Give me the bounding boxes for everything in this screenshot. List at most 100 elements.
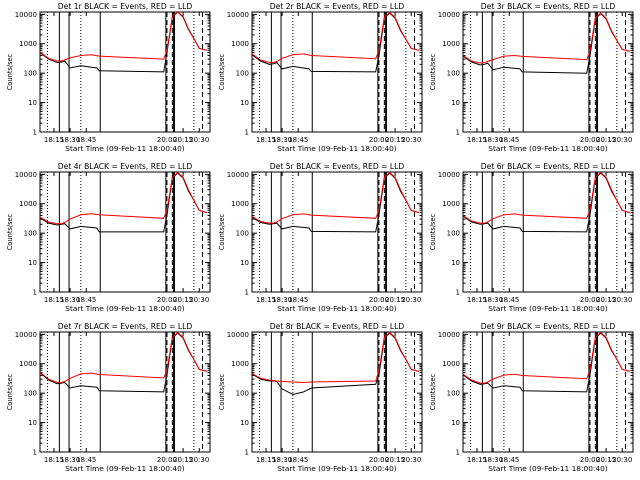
x-tick-label: 18:30 xyxy=(60,296,80,304)
events-series-line xyxy=(251,332,419,396)
plot-frame xyxy=(462,11,634,133)
x-tick-label: 20:00 xyxy=(580,136,600,144)
detector-panel: Det 6r BLACK = Events, RED = LLD 18:15 18:… xyxy=(429,162,634,313)
x-tick-label: 20:15 xyxy=(596,296,616,304)
x-tick-label: 18:30 xyxy=(483,456,503,464)
plot-title: Det 2r BLACK = Events, RED = LLD xyxy=(270,2,405,11)
y-tick-label: 10 xyxy=(240,419,249,427)
x-tick-label: 20:30 xyxy=(189,456,209,464)
x-tick-label: 18:30 xyxy=(272,456,292,464)
y-tick-label: 1 xyxy=(456,289,460,297)
events-series-line xyxy=(251,172,419,233)
x-axis-label: Start Time (09-Feb-11 18:00:40) xyxy=(488,464,607,473)
y-tick-label: 1000 xyxy=(442,200,460,208)
y-tick-label: 1000 xyxy=(19,200,37,208)
y-tick-label: 10 xyxy=(240,259,249,267)
x-axis-label: Start Time (09-Feb-11 18:00:40) xyxy=(488,144,607,153)
plot-frame xyxy=(251,11,423,133)
detector-panel: Det 4r BLACK = Events, RED = LLD18:1518:… xyxy=(6,162,211,313)
x-tick-label: 20:30 xyxy=(401,136,421,144)
events-series-line xyxy=(39,172,207,233)
plot-title: Det 7r BLACK = Events, RED = LLD xyxy=(58,322,193,331)
x-tick-label: 18:45 xyxy=(288,296,308,304)
x-tick-label: 18:30 xyxy=(60,136,80,144)
x-tick-label: 18:30 xyxy=(60,456,80,464)
x-axis-label: Start Time (09-Feb-11 18:00:40) xyxy=(277,464,396,473)
lld-series-line xyxy=(251,171,419,224)
y-tick-label: 10 xyxy=(28,259,37,267)
x-tick-label: 18:45 xyxy=(76,296,96,304)
y-tick-label: 100 xyxy=(24,390,37,398)
plot-title: Det 3r BLACK = Events, RED = LLD xyxy=(481,2,616,11)
x-tick-label: 20:30 xyxy=(189,136,209,144)
x-tick-label: 18:15 xyxy=(467,296,487,304)
x-tick-label: 20:00 xyxy=(157,456,177,464)
y-axis-label: Counts/sec xyxy=(6,373,14,410)
y-tick-label: 1 xyxy=(245,289,249,297)
x-tick-label: 18:45 xyxy=(499,456,519,464)
y-tick-label: 1000 xyxy=(231,40,249,48)
lld-series-line xyxy=(39,331,207,383)
x-axis-label: Start Time (09-Feb-11 18:00:40) xyxy=(65,464,184,473)
detector-panel: Det 5r BLACK = Events, RED = LLD18:1518:… xyxy=(218,162,423,313)
plot-frame xyxy=(251,171,423,293)
x-tick-label: 20:30 xyxy=(612,136,632,144)
y-tick-label: 100 xyxy=(24,70,37,78)
y-tick-label: 10000 xyxy=(438,331,460,339)
plot-title: Det 4r BLACK = Events, RED = LLD xyxy=(58,162,193,171)
plot-frame xyxy=(462,171,634,293)
y-tick-label: 1000 xyxy=(19,360,37,368)
plot-title: Det 6r BLACK = Events, RED = LLD xyxy=(481,162,616,171)
y-tick-label: 10 xyxy=(28,99,37,107)
x-tick-label: 18:45 xyxy=(499,296,519,304)
x-tick-label: 20:15 xyxy=(596,456,616,464)
plot-frame xyxy=(251,331,423,453)
x-tick-label: 18:30 xyxy=(483,136,503,144)
x-tick-label: 18:15 xyxy=(44,296,64,304)
y-tick-label: 10000 xyxy=(15,171,37,179)
x-tick-label: 20:30 xyxy=(612,296,632,304)
y-tick-label: 10 xyxy=(451,419,460,427)
x-tick-label: 20:00 xyxy=(369,296,389,304)
lld-series-line xyxy=(39,11,207,62)
y-tick-label: 1000 xyxy=(442,360,460,368)
x-tick-label: 18:15 xyxy=(467,456,487,464)
y-tick-label: 100 xyxy=(236,230,249,238)
x-axis-label: Start Time (09-Feb-11 18:00:40) xyxy=(277,144,396,153)
x-tick-label: 20:30 xyxy=(401,456,421,464)
lld-series-line xyxy=(251,331,419,384)
y-tick-label: 1000 xyxy=(231,360,249,368)
x-tick-label: 18:15 xyxy=(44,136,64,144)
x-tick-label: 20:30 xyxy=(612,456,632,464)
lld-series-line xyxy=(462,331,630,384)
x-tick-label: 18:15 xyxy=(44,456,64,464)
y-tick-label: 100 xyxy=(24,230,37,238)
y-tick-label: 1 xyxy=(33,289,37,297)
detector-panel: Det 7r BLACK = Events, RED = LLD 18:1518:… xyxy=(6,322,211,473)
y-tick-label: 10000 xyxy=(438,11,460,19)
x-tick-label: 18:45 xyxy=(288,136,308,144)
x-tick-label: 18:15 xyxy=(256,456,276,464)
lld-series-line xyxy=(462,12,630,64)
events-series-line xyxy=(39,11,207,73)
lld-series-line xyxy=(462,171,630,224)
y-tick-label: 10000 xyxy=(227,11,249,19)
plot-title: Det 1r BLACK = Events, RED = LLD xyxy=(58,2,193,11)
y-tick-label: 1 xyxy=(456,129,460,137)
y-tick-label: 1 xyxy=(33,129,37,137)
y-tick-label: 1000 xyxy=(231,200,249,208)
y-tick-label: 1 xyxy=(245,449,249,457)
y-tick-label: 100 xyxy=(447,70,460,78)
plot-frame xyxy=(39,171,211,293)
x-axis-label: Start Time (09-Feb-11 18:00:40) xyxy=(65,144,184,153)
y-axis-label: Counts/sec xyxy=(429,213,437,250)
y-axis-label: Counts/sec xyxy=(429,53,437,90)
events-series-line xyxy=(462,13,630,74)
x-tick-label: 20:15 xyxy=(173,136,193,144)
x-tick-label: 20:00 xyxy=(157,296,177,304)
x-tick-label: 18:30 xyxy=(272,136,292,144)
events-series-line xyxy=(251,12,419,73)
y-tick-label: 10 xyxy=(28,419,37,427)
lld-series-line xyxy=(251,11,419,63)
